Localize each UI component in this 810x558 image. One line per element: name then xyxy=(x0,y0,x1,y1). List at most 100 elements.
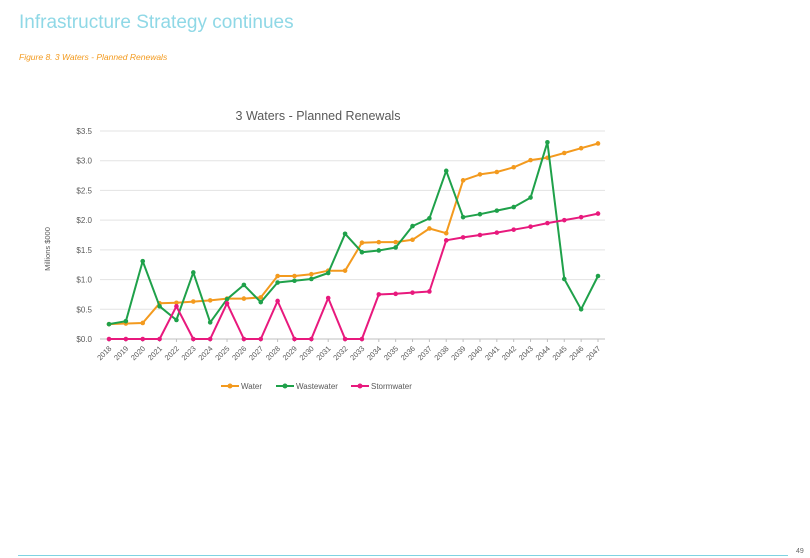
x-tick-label: 2026 xyxy=(230,344,248,362)
page-number: 49 xyxy=(796,548,804,555)
x-tick-label: 2037 xyxy=(416,344,434,362)
data-point xyxy=(410,223,415,229)
data-point xyxy=(157,304,162,309)
data-point xyxy=(511,227,516,232)
x-tick-label: 2019 xyxy=(112,344,130,362)
legend-label: Wastewater xyxy=(296,382,338,391)
data-point xyxy=(106,336,112,342)
data-point xyxy=(207,298,213,303)
x-tick-label: 2028 xyxy=(264,344,282,362)
data-point xyxy=(140,320,146,326)
series-layer xyxy=(106,139,601,342)
data-point xyxy=(460,235,466,240)
data-point xyxy=(545,139,550,145)
data-point xyxy=(443,168,449,174)
data-point xyxy=(309,336,314,342)
x-tick-label: 2022 xyxy=(163,344,181,362)
data-point xyxy=(342,268,348,273)
data-point xyxy=(224,296,230,302)
data-point xyxy=(140,258,146,264)
legend-marker xyxy=(282,383,288,389)
data-point xyxy=(241,336,247,342)
data-point xyxy=(511,204,516,210)
data-point xyxy=(410,290,415,295)
x-tick-label: 2030 xyxy=(298,344,316,362)
data-point xyxy=(443,230,449,236)
legend-marker xyxy=(227,383,233,389)
data-point xyxy=(393,239,398,245)
y-axis-label: Millions $000 xyxy=(43,227,52,271)
x-tick-labels: 2018201920202021202220232024202520262027… xyxy=(95,339,602,362)
chart-title: 3 Waters - Planned Renewals xyxy=(236,109,401,123)
data-point xyxy=(241,282,247,288)
series-stormwater xyxy=(106,211,601,342)
y-tick-label: $3.0 xyxy=(76,157,92,166)
data-point xyxy=(595,211,601,216)
data-point xyxy=(342,336,348,342)
x-tick-label: 2023 xyxy=(180,344,198,362)
data-point xyxy=(224,301,230,306)
data-point xyxy=(325,295,331,301)
x-tick-label: 2025 xyxy=(213,344,231,362)
data-point xyxy=(140,336,146,342)
data-point xyxy=(241,296,247,301)
footer-rule xyxy=(18,555,788,556)
x-tick-label: 2045 xyxy=(551,344,569,362)
x-tick-label: 2027 xyxy=(247,344,265,362)
x-tick-label: 2044 xyxy=(534,344,552,362)
data-point xyxy=(561,276,567,282)
data-point xyxy=(207,336,213,342)
x-tick-label: 2036 xyxy=(399,344,417,362)
x-tick-label: 2020 xyxy=(129,344,147,362)
data-point xyxy=(309,271,314,277)
series-line xyxy=(109,212,599,340)
x-tick-label: 2041 xyxy=(483,344,501,362)
y-tick-label: $1.5 xyxy=(76,246,92,255)
series-wastewater xyxy=(106,139,601,327)
legend: Water Wastewater Stormwater xyxy=(221,382,412,391)
data-point xyxy=(528,224,533,229)
y-tick-labels: $0.0 $0.5 $1.0 $1.5 $2.0 $2.5 $3.0 $3.5 xyxy=(76,127,92,344)
x-tick-label: 2040 xyxy=(466,344,484,362)
data-point xyxy=(292,336,297,342)
data-point xyxy=(427,216,432,221)
legend-marker xyxy=(357,383,363,389)
data-point xyxy=(494,208,500,213)
data-point xyxy=(292,273,297,279)
data-point xyxy=(325,270,331,276)
y-tick-label: $2.5 xyxy=(76,186,92,195)
data-point xyxy=(460,178,466,183)
data-point xyxy=(258,295,264,300)
gridlines xyxy=(100,130,605,340)
data-point xyxy=(123,318,129,324)
series-line xyxy=(108,141,599,326)
x-tick-label: 2038 xyxy=(432,344,450,362)
data-point xyxy=(477,211,483,217)
y-tick-label: $0.5 xyxy=(76,305,92,314)
legend-label: Water xyxy=(241,382,262,391)
data-point xyxy=(578,214,584,220)
data-point xyxy=(174,304,179,309)
x-tick-label: 2021 xyxy=(146,344,164,362)
x-tick-label: 2033 xyxy=(348,344,366,362)
x-tick-label: 2046 xyxy=(567,344,585,362)
data-point xyxy=(191,299,196,304)
x-tick-label: 2029 xyxy=(281,344,299,362)
data-point xyxy=(494,230,500,235)
series-line xyxy=(108,142,599,326)
data-point xyxy=(595,141,601,146)
data-point xyxy=(410,237,415,243)
data-point xyxy=(578,145,584,151)
data-point xyxy=(528,195,533,200)
data-point xyxy=(342,231,348,237)
data-point xyxy=(191,336,196,342)
data-point xyxy=(460,214,466,220)
y-tick-label: $3.5 xyxy=(76,127,92,136)
data-point xyxy=(376,239,382,245)
x-tick-label: 2035 xyxy=(382,344,400,362)
y-tick-label: $0.0 xyxy=(76,335,92,344)
data-point xyxy=(376,292,382,297)
data-point xyxy=(393,245,398,250)
data-point xyxy=(376,248,382,253)
